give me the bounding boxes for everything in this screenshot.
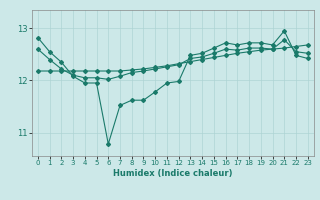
X-axis label: Humidex (Indice chaleur): Humidex (Indice chaleur) xyxy=(113,169,233,178)
